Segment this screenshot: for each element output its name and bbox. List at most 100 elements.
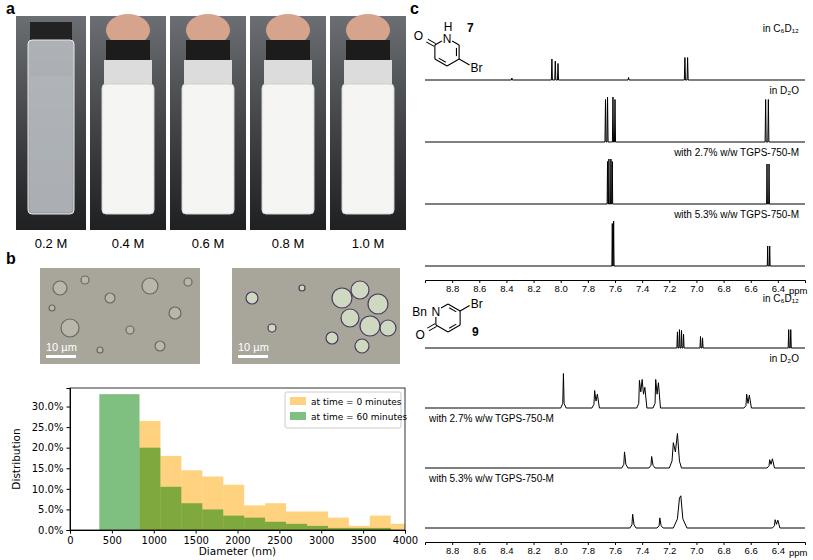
bond (447, 59, 459, 66)
vial-liquid (30, 76, 72, 212)
photo-caption: 0.4 M (112, 236, 145, 251)
droplet (360, 316, 380, 336)
axis-line (67, 389, 71, 531)
tick: 6.8 (717, 542, 730, 556)
photo-caption: 0.2 M (35, 236, 68, 251)
bar (244, 505, 265, 530)
tick-label: 7.8 (582, 545, 595, 556)
tick-mark (196, 530, 197, 534)
micrograph: 10 µm (40, 268, 200, 364)
tick-label: 7.4 (636, 545, 649, 556)
atom-label: Bn (412, 305, 427, 319)
tick-label: 8.0 (555, 545, 568, 556)
tick: 30.0% (32, 401, 70, 412)
tick: 8.8 (446, 280, 459, 294)
tick: 6.4 (772, 280, 785, 294)
legend: at time = 0 minutesat time = 60 minutes (285, 392, 408, 428)
tick-mark (112, 530, 113, 534)
bar (391, 524, 405, 530)
tick-mark (154, 530, 155, 534)
tick-label: 8.6 (473, 545, 486, 556)
nmr-stack: in C₆D₁₂in D₂Owith 2.7% w/w TGPS-750-Mwi… (425, 293, 808, 558)
vial-neck (104, 60, 152, 84)
atom-label: Br (471, 61, 483, 75)
droplet (126, 326, 134, 334)
tick-label: 7.0 (690, 283, 703, 294)
scale-bar-label: 10 µm (238, 341, 269, 353)
vial-cap (346, 40, 390, 60)
tick: 8.2 (527, 542, 540, 556)
vial-neck (344, 60, 392, 84)
tick: 8.8 (446, 542, 459, 556)
tick: 6.6 (745, 542, 758, 556)
tick-label: 8.4 (500, 283, 513, 294)
tick: 8.0 (555, 280, 568, 294)
spectrum-label: in C₆D₁₂ (763, 293, 799, 304)
bond (435, 59, 447, 66)
photo-caption: 0.8 M (272, 236, 305, 251)
tick-label: 0 (67, 535, 73, 546)
bar (99, 394, 139, 530)
tick: 7.4 (636, 542, 649, 556)
legend-label: at time = 60 minutes (311, 412, 408, 422)
tick-label: 8.2 (527, 545, 540, 556)
bar (265, 522, 286, 530)
axis: 8.88.68.48.28.07.87.67.47.27.06.86.66.4 (426, 542, 806, 556)
atom-label: O (416, 328, 425, 342)
bar (181, 470, 202, 530)
axis-line (71, 531, 406, 534)
tick: 7.8 (582, 542, 595, 556)
tick: 7.2 (663, 542, 676, 556)
tick-label: 7.6 (609, 283, 622, 294)
tick-label: 8.8 (446, 283, 459, 294)
photo-background (90, 16, 166, 230)
droplet (184, 278, 192, 286)
bond (441, 304, 448, 308)
vial-neck (184, 60, 232, 84)
tick: 7.0 (690, 542, 703, 556)
tick-label: 500 (103, 535, 122, 546)
tick-label: 8.2 (527, 283, 540, 294)
droplet (105, 293, 115, 303)
bar (265, 503, 286, 530)
bar (286, 511, 307, 530)
tick-label: 0.0% (38, 525, 63, 536)
tick: 2000 (225, 530, 250, 546)
tick-label: 7.4 (636, 283, 649, 294)
tick: 6.8 (717, 280, 730, 294)
tick-label: 3500 (351, 535, 376, 546)
droplet (351, 281, 369, 299)
droplet (380, 320, 396, 336)
spectrum (425, 159, 805, 204)
droplet (268, 324, 276, 332)
tick-mark (67, 489, 71, 490)
tick-mark (67, 448, 71, 449)
axis: 0.0%5.0%10.0%15.0%20.0%25.0%30.0% (32, 389, 71, 536)
bar (223, 516, 244, 530)
photo (330, 14, 406, 230)
structure: ONHBr7 (414, 20, 483, 75)
scale-bar-label: 10 µm (46, 341, 77, 353)
photo-caption: 0.6 M (192, 236, 225, 251)
tick-label: 15.0% (32, 463, 64, 474)
scale-bar (46, 355, 76, 358)
tick: 25.0% (32, 422, 70, 433)
spectrum (425, 58, 805, 81)
bond (429, 326, 437, 331)
tick: 7.6 (609, 280, 622, 294)
bond (449, 308, 456, 312)
tick-mark (67, 427, 71, 428)
droplet (299, 285, 305, 291)
bond (459, 59, 469, 65)
tick-mark (67, 509, 71, 510)
tick: 3000 (309, 530, 334, 546)
tick: 1000 (142, 530, 167, 546)
vial-emulsion (342, 84, 394, 214)
bars (99, 394, 405, 530)
droplet (97, 347, 103, 353)
tick-label: 7.2 (663, 283, 676, 294)
tick-label: 7.0 (690, 545, 703, 556)
spectrum (425, 496, 805, 528)
droplet (332, 288, 352, 308)
bond (459, 45, 460, 59)
